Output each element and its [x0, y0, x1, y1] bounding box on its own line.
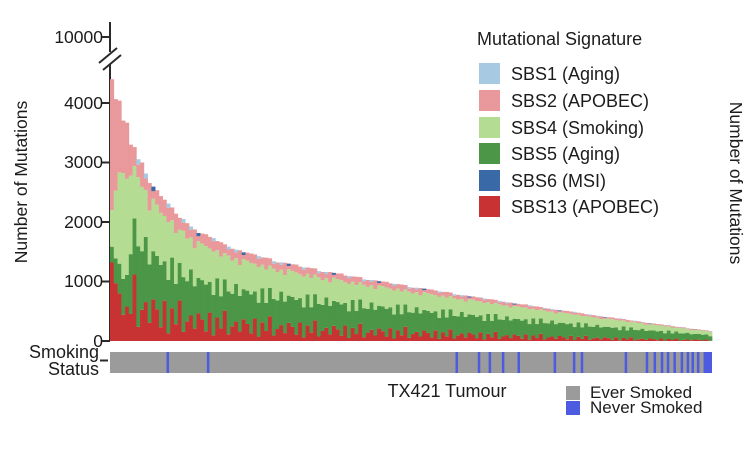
y-tick-10000: 10000: [54, 27, 103, 47]
legend-swatch-ever-smoked: [566, 386, 580, 400]
legend-label-ever-smoked: Ever Smoked: [590, 383, 693, 402]
legend-label-sbs6: SBS6 (MSI): [511, 171, 607, 191]
y-tick-3000: 3000: [64, 152, 103, 172]
legend-label-sbs13: SBS13 (APOBEC): [511, 197, 660, 217]
legend-label-sbs1: SBS1 (Aging): [511, 64, 621, 84]
y-tick-2000: 2000: [64, 212, 103, 232]
y-axis-title-left: Number of Mutations: [11, 100, 31, 264]
legend-label-never-smoked: Never Smoked: [590, 398, 703, 417]
legend-label-sbs4: SBS4 (Smoking): [511, 118, 645, 138]
legend-swatch-sbs5: [479, 143, 500, 164]
smoking-status-label-line1: Smoking: [28, 342, 99, 362]
legend-swatch-sbs6: [479, 170, 500, 191]
legend-swatch-sbs13: [479, 196, 500, 217]
y-tick-4000: 4000: [64, 93, 103, 113]
y-axis-title-right: Number of Mutations: [726, 101, 746, 265]
legend-title: Mutational Signature: [477, 29, 643, 49]
legend-swatch-never-smoked: [566, 401, 580, 415]
y-tick-1000: 1000: [64, 271, 103, 291]
legend-label-sbs5: SBS5 (Aging): [511, 144, 621, 164]
x-axis-title: TX421 Tumour: [387, 381, 507, 401]
legend-swatch-sbs4: [479, 117, 500, 138]
legend-swatch-sbs1: [479, 63, 500, 84]
y-tick-0: 0: [93, 331, 103, 351]
legend-label-sbs2: SBS2 (APOBEC): [511, 91, 650, 111]
smoking-status-label-line2: Status: [47, 359, 99, 379]
legend-swatch-sbs2: [479, 90, 500, 111]
